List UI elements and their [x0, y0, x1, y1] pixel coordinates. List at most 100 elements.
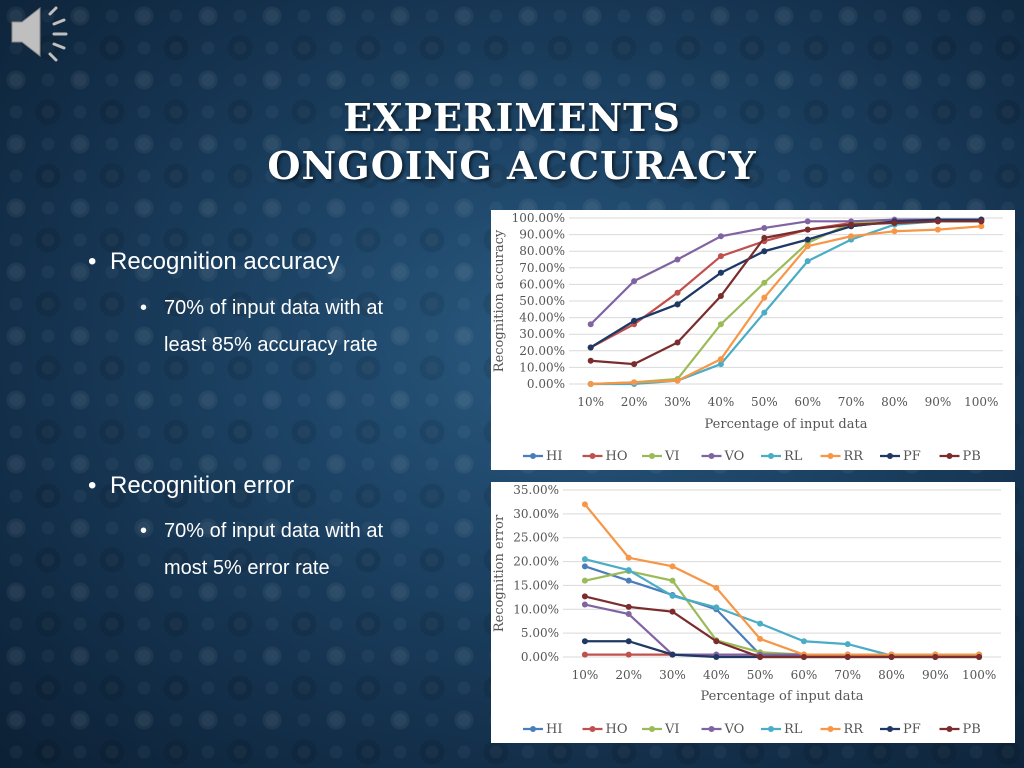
y-tick-label: 10.00% — [513, 602, 559, 616]
legend-marker-rl — [768, 726, 774, 732]
y-tick-label: 0.00% — [527, 377, 565, 391]
x-tick-label: 50% — [751, 395, 778, 409]
y-tick-label: 40.00% — [519, 311, 565, 325]
data-point-pb — [669, 608, 676, 615]
y-tick-label: 0.00% — [521, 650, 559, 664]
series-line-pb — [584, 595, 980, 659]
data-point-pf — [713, 654, 720, 660]
x-tick-label: 20% — [615, 668, 642, 682]
data-point-pb — [932, 654, 939, 660]
data-point-rr — [804, 243, 811, 250]
data-point-pb — [757, 654, 764, 660]
data-point-rr — [625, 554, 632, 561]
x-axis-title: Percentage of input data — [701, 689, 864, 704]
series-line-rr — [584, 503, 980, 656]
series-line-ho — [590, 218, 982, 349]
y-tick-label: 50.00% — [519, 294, 565, 308]
data-point-rr — [587, 381, 594, 387]
y-tick-label: 30.00% — [519, 327, 565, 341]
data-point-rr — [757, 635, 764, 642]
legend-marker-ho — [589, 726, 596, 732]
data-point-vo — [674, 256, 681, 263]
slide-title: EXPERIMENTS ONGOING ACCURACY — [0, 94, 1024, 190]
legend-label-pb: PB — [963, 722, 981, 737]
data-point-ho — [674, 289, 681, 296]
x-tick-label: 10% — [572, 668, 599, 682]
data-point-pb — [978, 218, 985, 225]
bullet-text: Recognition error — [110, 472, 295, 499]
data-point-rr — [631, 379, 638, 386]
y-tick-label: 20.00% — [519, 344, 565, 358]
legend-label-vo: VO — [724, 722, 745, 737]
data-point-rr — [848, 233, 855, 240]
x-tick-label: 30% — [664, 395, 691, 409]
legend-label-rl: RL — [784, 449, 803, 464]
data-point-pb — [625, 603, 632, 610]
legend-label-vi: VI — [664, 449, 680, 464]
data-point-hi — [625, 577, 632, 584]
sub-bullet-line: 70% of input data with at — [164, 520, 384, 542]
x-tick-label: 100% — [964, 395, 998, 409]
x-axis-title: Percentage of input data — [705, 417, 868, 432]
bullet-text: Recognition accuracy — [110, 248, 340, 275]
legend-marker-hi — [530, 726, 536, 732]
data-point-rl — [625, 567, 632, 574]
data-point-ho — [581, 651, 588, 658]
legend-marker-ho — [589, 453, 596, 459]
sub-bullet-line: least 85% accuracy rate — [164, 334, 378, 356]
legend-marker-pf — [887, 453, 893, 459]
legend-label-pb: PB — [963, 449, 981, 464]
x-tick-label: 90% — [922, 668, 949, 682]
legend-marker-vo — [708, 453, 715, 459]
legend-label-vo: VO — [724, 449, 745, 464]
data-point-pf — [581, 638, 588, 645]
data-point-pb — [976, 654, 983, 660]
data-point-pf — [625, 638, 632, 645]
data-point-rl — [844, 641, 851, 648]
legend-label-rr: RR — [844, 449, 865, 464]
data-point-rl — [804, 258, 811, 265]
data-point-rr — [934, 226, 941, 233]
sub-bullet-error: • 70% of input data with at most 5% erro… — [140, 513, 460, 587]
legend-marker-rr — [827, 726, 834, 732]
x-tick-label: 50% — [747, 668, 774, 682]
data-point-rr — [581, 501, 588, 508]
data-point-vo — [625, 611, 632, 618]
legend-marker-rr — [827, 453, 834, 459]
data-point-vo — [631, 278, 638, 285]
accuracy-chart: 0.00% 10.00% 20.00% 30.00% 40.00% 50.00% 60.00… — [491, 210, 1015, 470]
data-point-pf — [717, 269, 724, 276]
data-point-vo — [587, 321, 594, 328]
sub-bullet-line: most 5% error rate — [164, 557, 330, 579]
x-tick-label: 40% — [703, 668, 730, 682]
x-tick-label: 80% — [878, 668, 905, 682]
y-tick-label: 100.00% — [512, 211, 565, 225]
data-point-ho — [625, 651, 632, 658]
data-point-rl — [669, 592, 676, 599]
data-point-rr — [713, 584, 720, 591]
data-point-vi — [717, 321, 724, 328]
legend-marker-pf — [887, 726, 893, 732]
legend-label-rl: RL — [784, 722, 803, 737]
bullet-recognition-accuracy: • Recognition accuracy — [88, 247, 339, 277]
data-point-pb — [717, 293, 724, 300]
data-point-rr — [674, 377, 681, 384]
x-tick-label: 30% — [659, 668, 686, 682]
x-tick-label: 20% — [621, 395, 648, 409]
y-tick-label: 90.00% — [519, 228, 565, 242]
data-point-pf — [587, 344, 594, 351]
data-point-vo — [761, 224, 768, 231]
y-tick-label: 10.00% — [519, 360, 565, 374]
legend-label-hi: HI — [546, 449, 562, 464]
data-point-pb — [761, 234, 768, 241]
data-point-pb — [587, 357, 594, 364]
data-point-pb — [800, 654, 807, 660]
bullet-dot: • — [140, 297, 148, 319]
speaker-icon[interactable] — [6, 4, 76, 64]
data-point-rr — [669, 563, 676, 570]
y-axis-title: Recognition error — [492, 514, 507, 632]
x-tick-label: 70% — [838, 395, 865, 409]
sub-bullet-line: 70% of input data with at — [164, 297, 384, 319]
legend-label-pf: PF — [903, 449, 921, 464]
title-line-1: EXPERIMENTS — [343, 95, 681, 140]
